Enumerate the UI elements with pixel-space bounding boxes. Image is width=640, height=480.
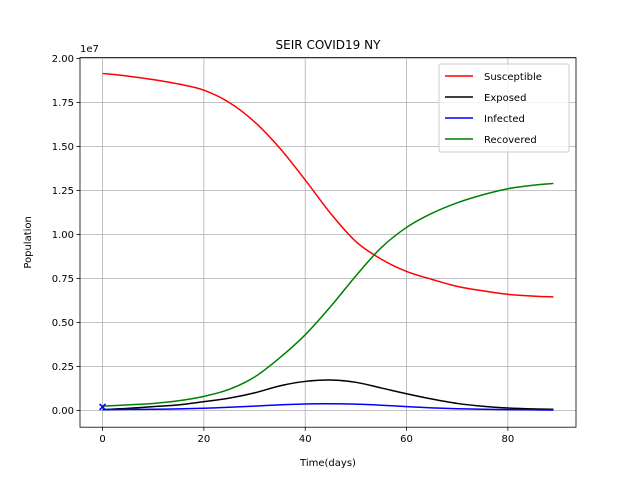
y-tick-label: 0.75 bbox=[52, 274, 74, 285]
series-line-exposed bbox=[102, 379, 554, 411]
series-line-infected bbox=[102, 403, 554, 411]
y-tick-label: 1.25 bbox=[52, 186, 74, 197]
x-tick-label: 80 bbox=[501, 434, 514, 445]
x-tick-label: 60 bbox=[400, 434, 413, 445]
series-line-susceptible bbox=[102, 72, 554, 298]
legend-label-exposed: Exposed bbox=[484, 93, 526, 104]
legend-label-infected: Infected bbox=[484, 114, 525, 125]
x-axis-ticks: 0 20 40 60 80 bbox=[99, 427, 514, 445]
y-tick-label: 1.50 bbox=[52, 142, 74, 153]
legend-label-susceptible: Susceptible bbox=[484, 72, 542, 83]
legend: Susceptible Exposed Infected Recovered bbox=[438, 63, 570, 153]
x-tick-label: 40 bbox=[299, 434, 312, 445]
legend-items: Susceptible Exposed Infected Recovered bbox=[445, 72, 542, 146]
series-lines bbox=[102, 72, 554, 411]
x-tick-label: 0 bbox=[99, 434, 105, 445]
series-line-recovered bbox=[102, 182, 554, 407]
y-axis-ticks: 0.00 0.25 0.50 0.75 1.00 1.25 1.50 1.75 2.00 bbox=[52, 54, 80, 417]
legend-box bbox=[438, 63, 570, 153]
y-tick-label: 0.25 bbox=[52, 362, 74, 373]
data-markers bbox=[99, 403, 107, 411]
y-axis-label: Population bbox=[23, 216, 34, 269]
y-axis-offset-label: 1e7 bbox=[80, 44, 99, 55]
plot-area-frame bbox=[79, 57, 577, 428]
legend-label-recovered: Recovered bbox=[484, 135, 537, 146]
y-tick-label: 1.75 bbox=[52, 98, 74, 109]
chart-title: SEIR COVID19 NY bbox=[276, 38, 382, 52]
y-tick-label: 0.00 bbox=[52, 406, 74, 417]
y-tick-label: 0.50 bbox=[52, 318, 74, 329]
x-marker bbox=[99, 403, 107, 411]
y-tick-label: 1.00 bbox=[52, 230, 74, 241]
y-tick-label: 2.00 bbox=[52, 54, 74, 65]
x-axis-label: Time(days) bbox=[299, 458, 356, 469]
x-tick-label: 20 bbox=[198, 434, 211, 445]
